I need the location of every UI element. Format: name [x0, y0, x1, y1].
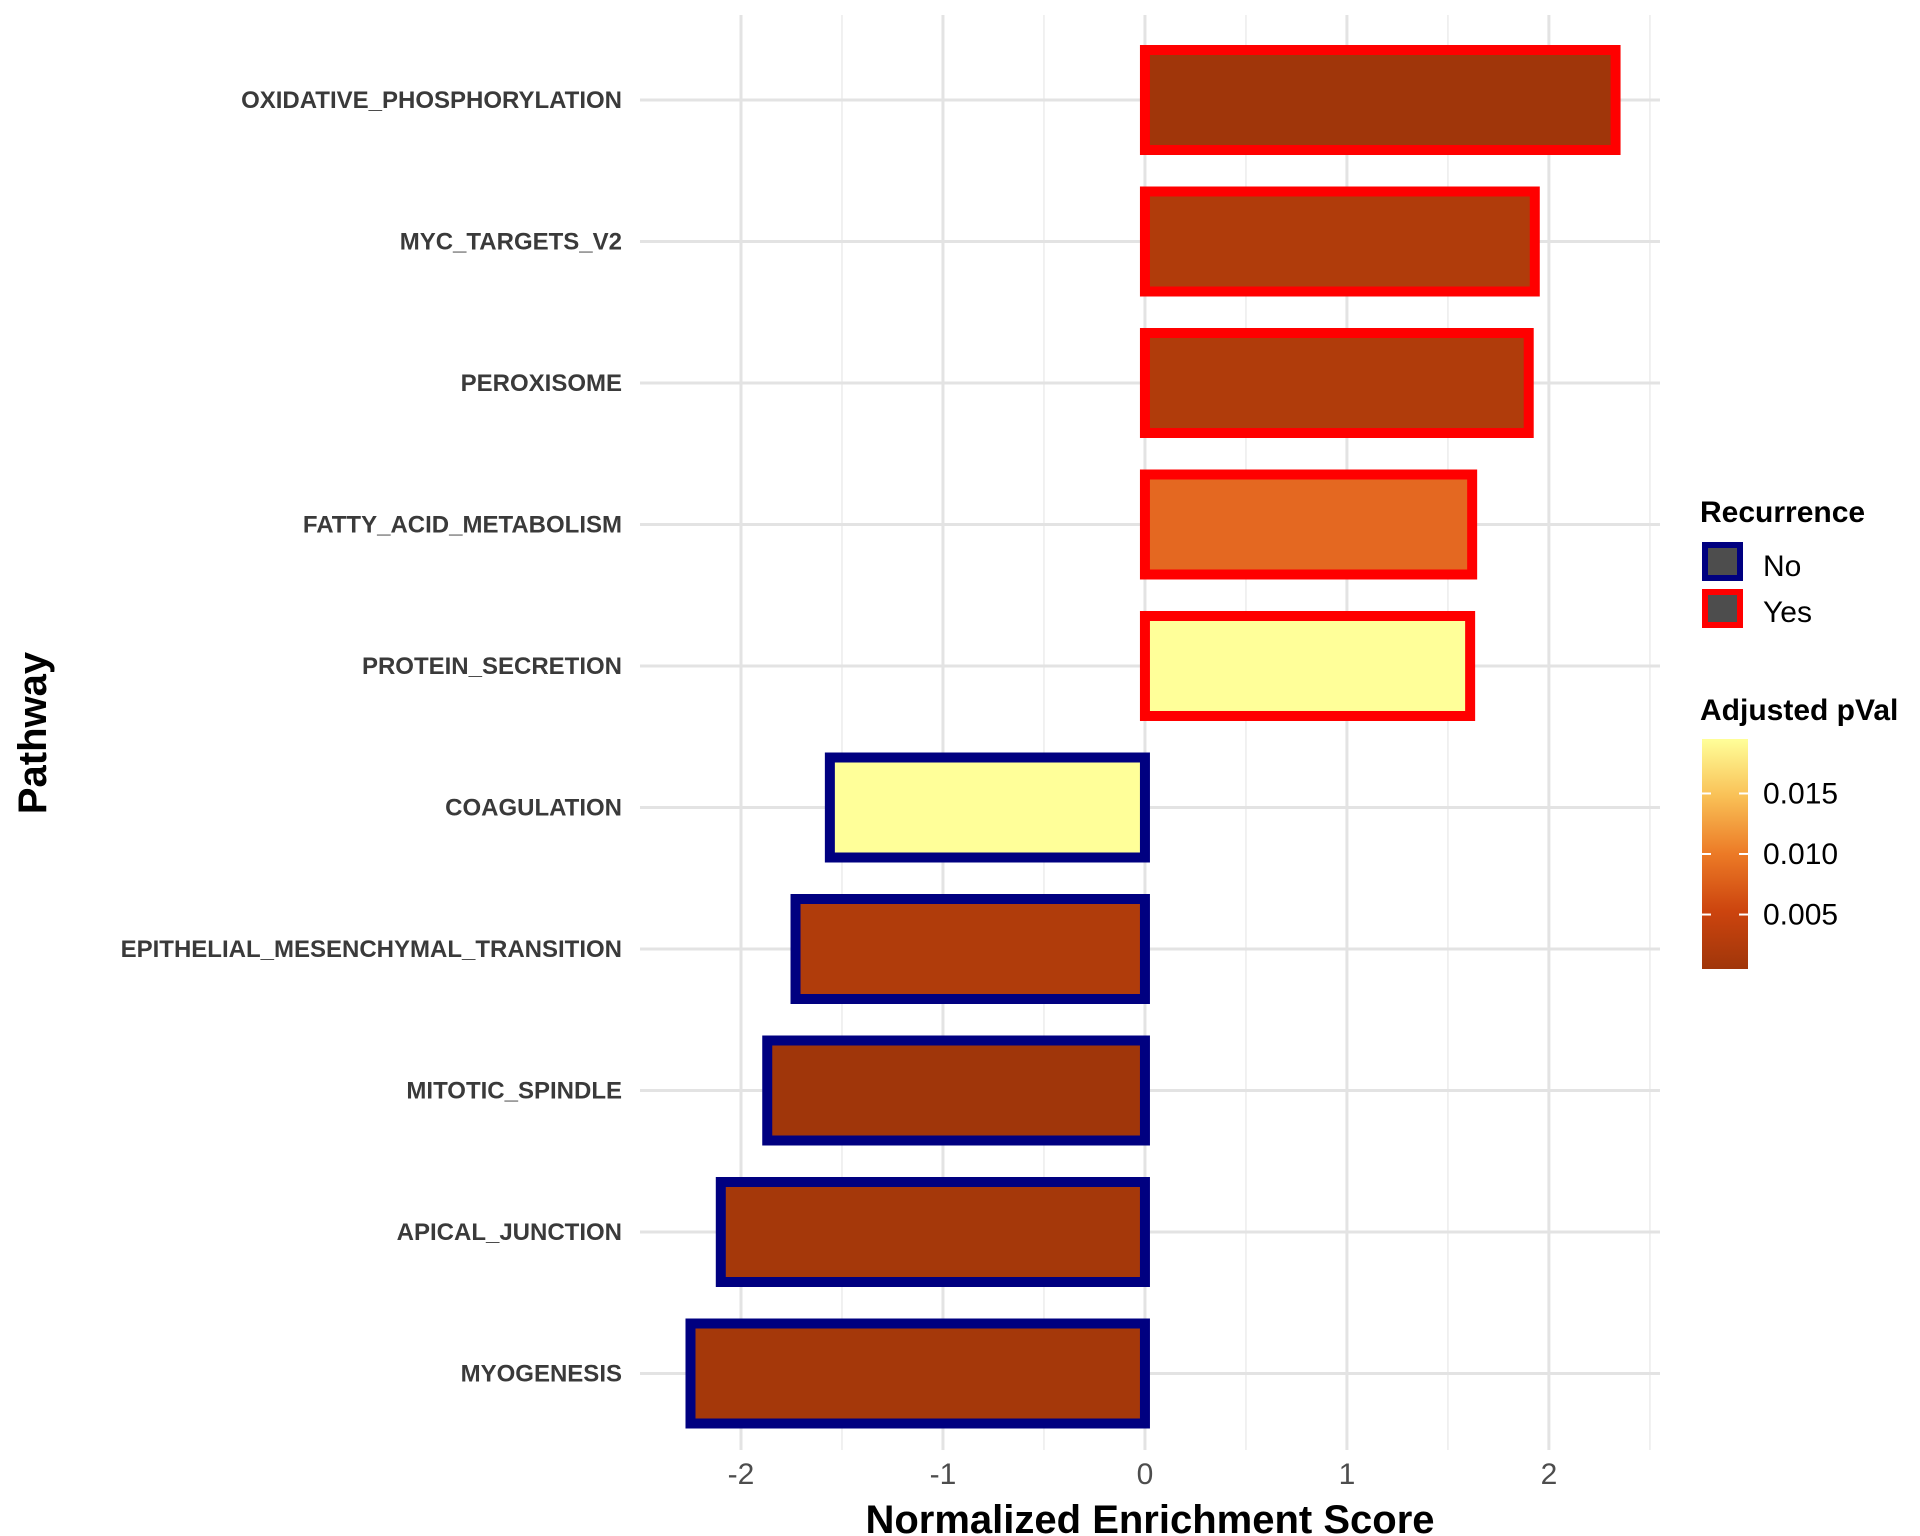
- y-tick-label: COAGULATION: [445, 795, 622, 822]
- legend-label-yes: Yes: [1763, 596, 1812, 629]
- legend-pval-title: Adjusted pVal: [1700, 694, 1898, 727]
- legend-recurrence-title: Recurrence: [1700, 496, 1865, 529]
- legend-key-yes: [1702, 589, 1743, 628]
- y-tick-label: EPITHELIAL_MESENCHYMAL_TRANSITION: [121, 936, 622, 963]
- bar-oxidative-phosphorylation: [1139, 45, 1621, 155]
- pval-colorbar-ticks: 0.005 0.010 0.015: [1702, 777, 1838, 932]
- colorbar-tick-label: 0.005: [1763, 899, 1838, 932]
- bars: [685, 45, 1621, 1429]
- y-tick-label: FATTY_ACID_METABOLISM: [303, 512, 622, 539]
- bar-epithelial-mesenchymal-transition: [790, 894, 1150, 1004]
- bar-mitotic-spindle: [762, 1035, 1150, 1146]
- colorbar-tick-label: 0.010: [1763, 838, 1838, 871]
- y-tick-label: OXIDATIVE_PHOSPHORYLATION: [241, 87, 622, 114]
- y-tick-label: MYOGENESIS: [461, 1361, 622, 1388]
- x-tick-label: -2: [728, 1458, 755, 1491]
- colorbar-tick-label: 0.015: [1763, 777, 1838, 810]
- legend-label-no: No: [1763, 550, 1801, 583]
- x-tick-label: 1: [1339, 1458, 1356, 1491]
- bar-peroxisome: [1139, 328, 1534, 438]
- x-axis-title: Normalized Enrichment Score: [865, 1498, 1434, 1536]
- x-tick-label: 2: [1541, 1458, 1558, 1491]
- bar-apical-junction: [715, 1177, 1150, 1287]
- y-tick-label: APICAL_JUNCTION: [397, 1219, 622, 1246]
- y-tick-label: MYC_TARGETS_V2: [400, 229, 622, 256]
- y-tick-label: PEROXISOME: [461, 370, 622, 397]
- y-tick-labels: OXIDATIVE_PHOSPHORYLATION MYC_TARGETS_V2 P…: [121, 87, 622, 1388]
- bar-myogenesis: [685, 1318, 1150, 1429]
- y-tick-label: PROTEIN_SECRETION: [362, 653, 622, 680]
- bar-fatty-acid-metabolism: [1139, 469, 1478, 580]
- x-tick-label: 0: [1137, 1458, 1154, 1491]
- legend: Recurrence No Yes Adjusted pVal 0.0050.0…: [1700, 496, 1898, 969]
- x-tick-label: -1: [930, 1458, 957, 1491]
- bar-protein-secretion: [1139, 611, 1476, 721]
- x-tick-labels: -2 -1 0 1 2: [728, 1458, 1558, 1491]
- bar-coagulation: [824, 752, 1150, 863]
- y-axis-title: Pathway: [11, 651, 55, 814]
- y-tick-label: MITOTIC_SPINDLE: [406, 1078, 622, 1105]
- bar-myc-targets-v2: [1139, 186, 1540, 297]
- legend-key-no: [1702, 542, 1743, 581]
